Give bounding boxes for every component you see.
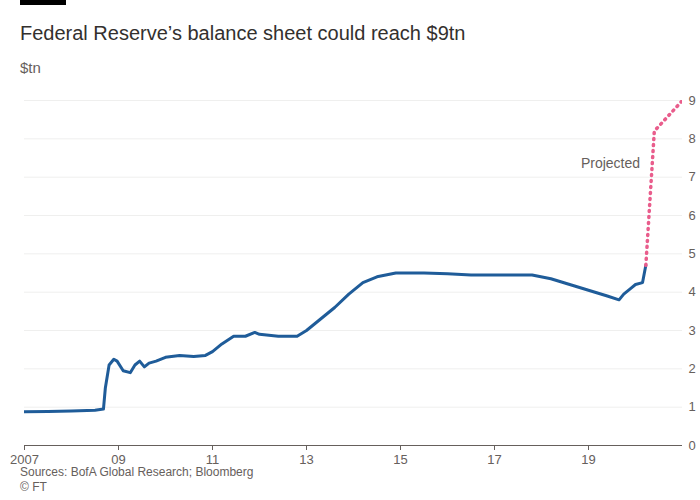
svg-text:2: 2 <box>689 361 696 376</box>
svg-text:7: 7 <box>689 169 696 184</box>
html-text:Sources: BofA Global Research;: Sources: BofA Global Research; Bloomberg <box>20 465 254 479</box>
svg-text:15: 15 <box>393 452 407 465</box>
html-text:© FT: © FT <box>20 480 47 494</box>
html-text:$tn: $tn <box>20 59 41 76</box>
svg-text:13: 13 <box>299 452 313 465</box>
svg-text:4: 4 <box>689 284 696 299</box>
svg-text:0: 0 <box>689 438 696 453</box>
svg-text:Projected: Projected <box>581 155 640 171</box>
svg-text:09: 09 <box>111 452 125 465</box>
svg-text:5: 5 <box>689 246 696 261</box>
svg-text:2007: 2007 <box>10 452 39 465</box>
svg-text:17: 17 <box>487 452 501 465</box>
svg-text:9: 9 <box>689 93 696 108</box>
svg-text:1: 1 <box>689 399 696 414</box>
svg-text:11: 11 <box>206 452 220 465</box>
html-text:Federal Reserve’s balance shee: Federal Reserve’s balance sheet could re… <box>20 22 466 44</box>
svg-text:6: 6 <box>689 208 696 223</box>
svg-text:19: 19 <box>581 452 595 465</box>
svg-text:8: 8 <box>689 131 696 146</box>
svg-text:3: 3 <box>689 323 696 338</box>
